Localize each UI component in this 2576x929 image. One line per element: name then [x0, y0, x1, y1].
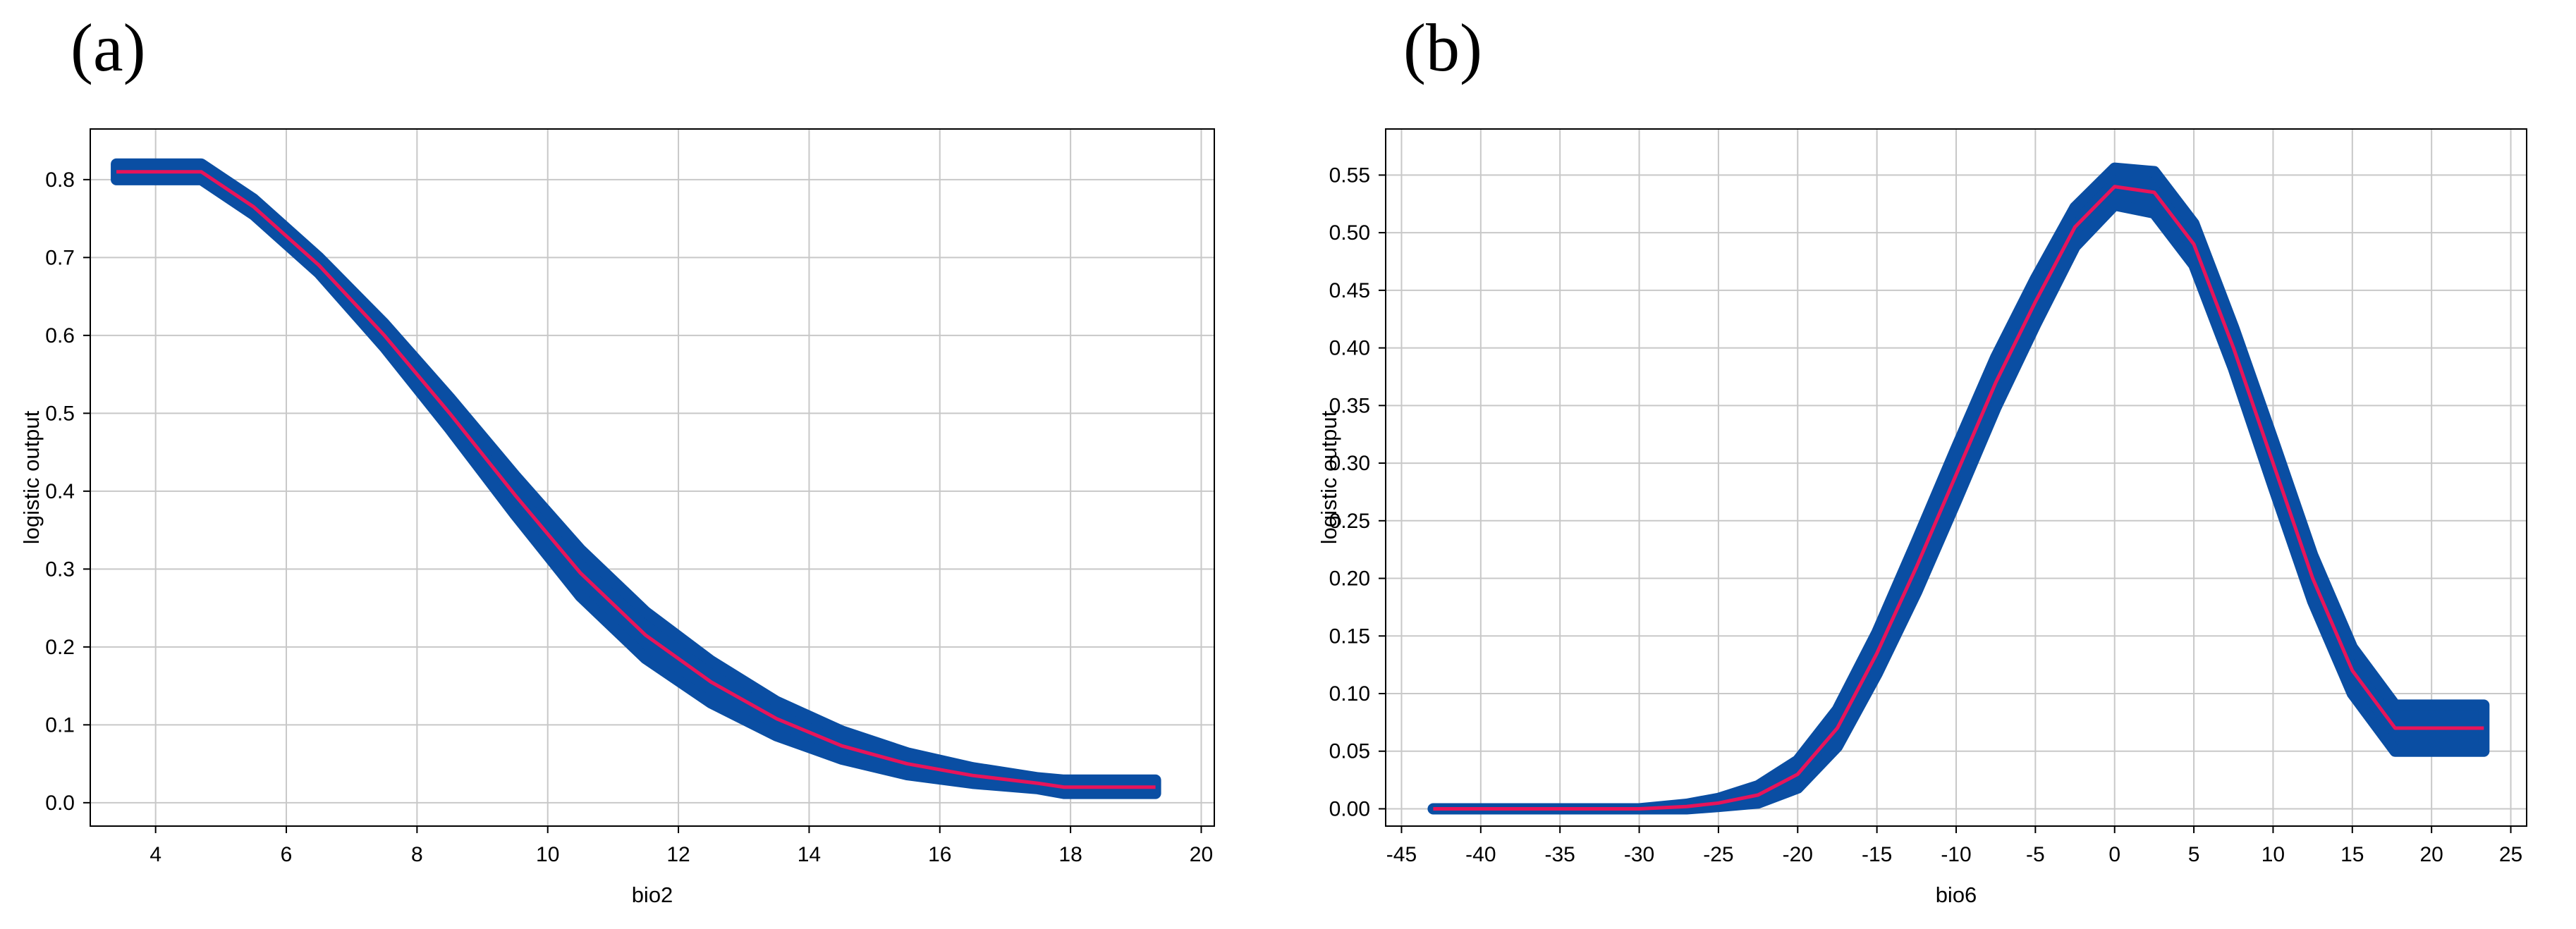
- x-tick-label: -15: [1862, 843, 1892, 866]
- x-tick-label: -35: [1545, 843, 1575, 866]
- y-tick-label: 0.15: [1329, 625, 1370, 648]
- x-tick-label: 4: [149, 843, 161, 866]
- y-tick-label: 0.3: [45, 558, 75, 581]
- x-tick-label: 8: [411, 843, 423, 866]
- y-tick-label: 0.7: [45, 246, 75, 269]
- x-tick-label: 15: [2340, 843, 2364, 866]
- y-tick-label: 0.45: [1329, 279, 1370, 302]
- x-tick-label: 14: [798, 843, 821, 866]
- x-tick-label: 16: [928, 843, 951, 866]
- x-axis-title: bio2: [632, 882, 673, 907]
- x-tick-label: 10: [2261, 843, 2285, 866]
- x-tick-label: 10: [536, 843, 559, 866]
- panel-label-b: (b): [1403, 10, 1482, 85]
- y-axis-title: logistic output: [19, 410, 44, 544]
- x-tick-label: 18: [1058, 843, 1082, 866]
- y-tick-label: 0.35: [1329, 394, 1370, 417]
- x-tick-label: 5: [2188, 843, 2200, 866]
- y-tick-label: 0.40: [1329, 337, 1370, 360]
- x-tick-label: -20: [1783, 843, 1813, 866]
- y-tick-label: 0.20: [1329, 567, 1370, 591]
- mean-response-line: [116, 170, 1156, 789]
- x-tick-label: -40: [1465, 843, 1496, 866]
- confidence-band: [1427, 162, 2490, 815]
- y-tick-label: 0.10: [1329, 682, 1370, 706]
- x-tick-label: 12: [666, 843, 690, 866]
- y-tick-label: 0.30: [1329, 452, 1370, 475]
- y-tick-label: 0.55: [1329, 164, 1370, 187]
- mean-response-line: [1433, 185, 2484, 811]
- plot-frame: [90, 128, 1215, 827]
- y-tick-label: 0.8: [45, 168, 75, 192]
- y-tick-label: 0.25: [1329, 510, 1370, 533]
- y-tick-label: 0.05: [1329, 740, 1370, 763]
- confidence-band: [111, 158, 1161, 799]
- x-tick-label: 25: [2499, 843, 2522, 866]
- x-tick-label: -25: [1703, 843, 1733, 866]
- y-tick-label: 0.00: [1329, 797, 1370, 820]
- panel-label-a: (a): [71, 10, 146, 85]
- y-tick-label: 0.0: [45, 792, 75, 815]
- y-tick-label: 0.2: [45, 636, 75, 659]
- y-tick-label: 0.5: [45, 402, 75, 425]
- y-axis-title: logistic output: [1317, 410, 1341, 544]
- x-tick-label: -30: [1624, 843, 1654, 866]
- x-tick-label: -10: [1941, 843, 1971, 866]
- y-tick-label: 0.1: [45, 713, 75, 737]
- x-axis-title: bio6: [1936, 882, 1977, 907]
- x-tick-label: -45: [1386, 843, 1417, 866]
- x-tick-label: 20: [1190, 843, 1213, 866]
- x-tick-label: 20: [2419, 843, 2443, 866]
- x-tick-label: 6: [281, 843, 293, 866]
- y-tick-label: 0.4: [45, 480, 75, 503]
- y-tick-label: 0.6: [45, 324, 75, 347]
- y-tick-label: 0.50: [1329, 221, 1370, 245]
- x-tick-label: -5: [2026, 843, 2045, 866]
- x-tick-label: 0: [2108, 843, 2120, 866]
